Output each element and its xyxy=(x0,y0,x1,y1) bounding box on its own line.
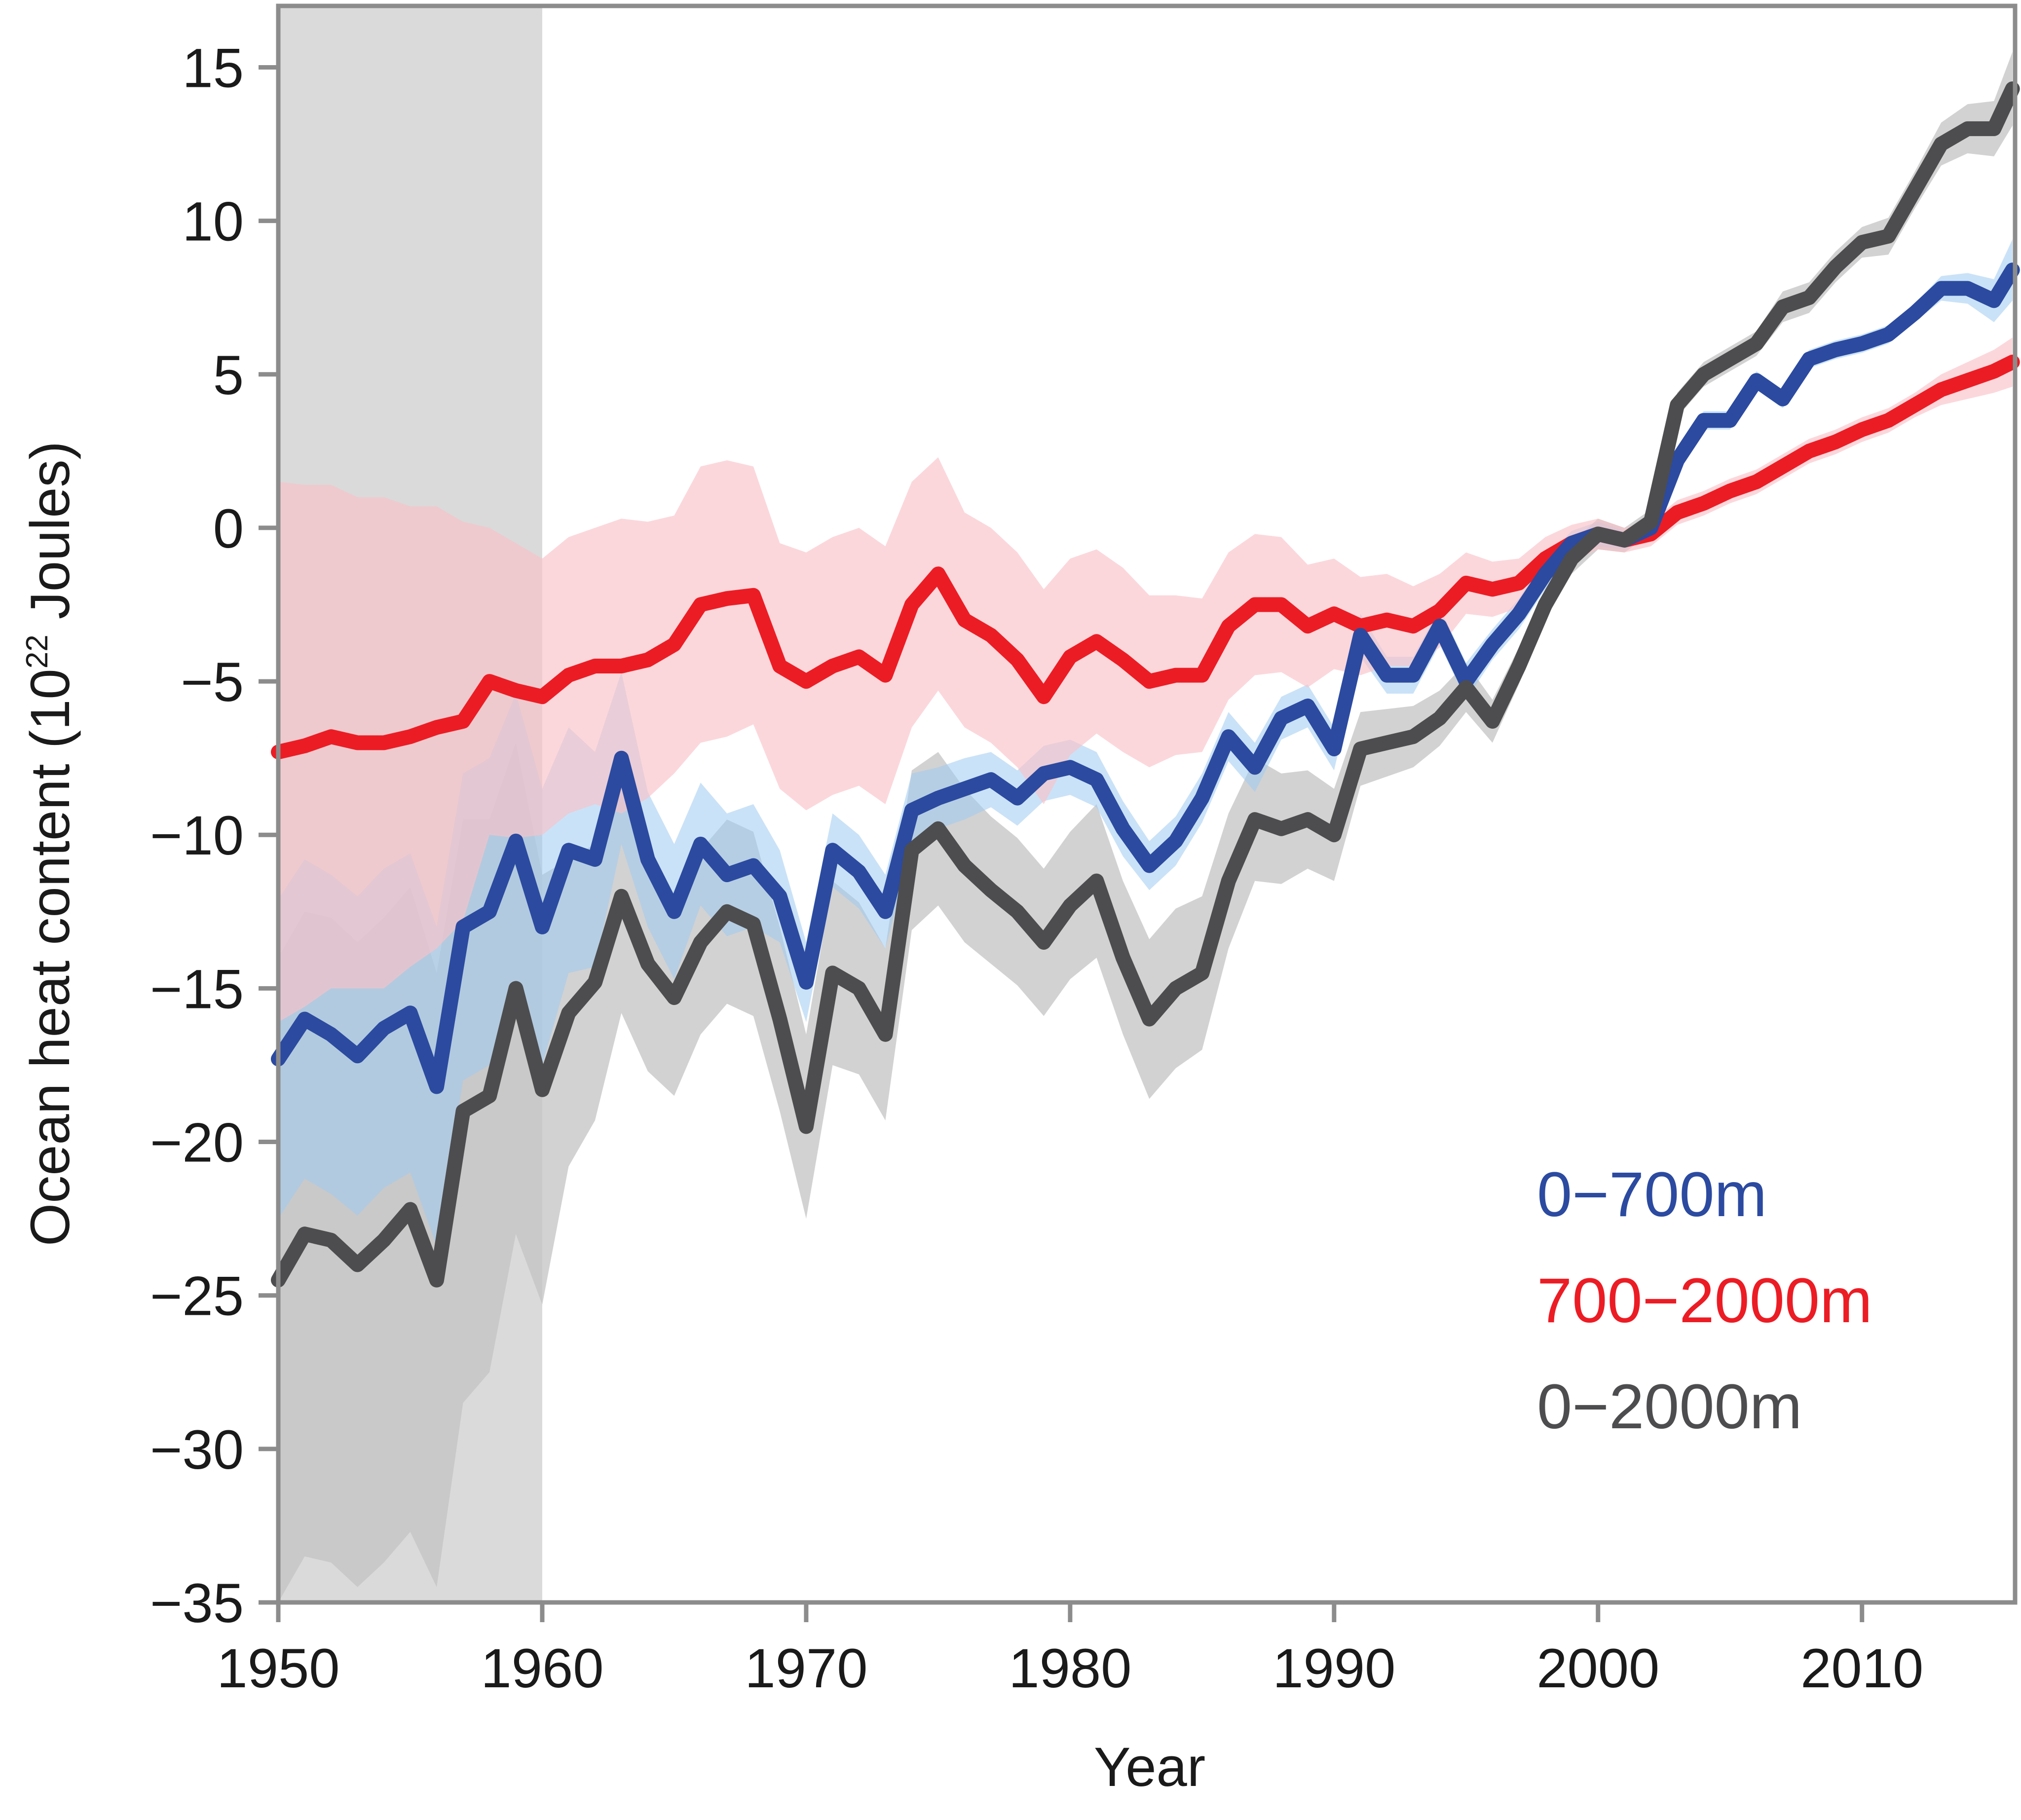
y-tick-label: −30 xyxy=(150,1419,244,1481)
y-tick-label: −25 xyxy=(150,1265,244,1327)
y-tick-label: −20 xyxy=(150,1112,244,1174)
y-tick-label: −35 xyxy=(150,1572,244,1634)
y-tick-label: 5 xyxy=(213,344,244,406)
y-tick-label: 0 xyxy=(213,498,244,559)
x-tick-label: 2010 xyxy=(1800,1637,1923,1699)
series-line-0 xyxy=(271,262,2020,1094)
x-tick-label: 1970 xyxy=(745,1637,867,1699)
x-tick-label: 1960 xyxy=(481,1637,603,1699)
x-tick-label: 2000 xyxy=(1536,1637,1659,1699)
legend-label-0-2000m: 0−2000m xyxy=(1537,1372,1802,1442)
x-tick-label: 1950 xyxy=(217,1637,339,1699)
y-tick-label: −5 xyxy=(181,651,244,713)
series-line-1 xyxy=(271,354,2020,760)
x-axis-title: Year xyxy=(1094,1736,1205,1798)
series-lines xyxy=(271,81,2020,1288)
x-tick-label: 1980 xyxy=(1009,1637,1131,1699)
plot-frame xyxy=(276,3,2018,1605)
x-axis-ticks: 1950 1960 1970 1980 1990 2000 2010 xyxy=(217,1602,1923,1699)
legend: 0−700m 700−2000m 0−2000m xyxy=(1537,1159,1872,1442)
y-tick-label: −10 xyxy=(150,805,244,866)
y-tick-label: 10 xyxy=(182,191,244,253)
x-tick-label: 1990 xyxy=(1272,1637,1395,1699)
legend-label-700-2000m: 700−2000m xyxy=(1537,1265,1872,1336)
y-tick-label: −15 xyxy=(150,958,244,1020)
series-line-2 xyxy=(271,81,2020,1288)
y-axis-title: Ocean heat content (1022 Joules) xyxy=(19,441,81,1246)
y-tick-label: 15 xyxy=(182,37,244,99)
legend-label-0-700m: 0−700m xyxy=(1537,1159,1767,1230)
y-axis-ticks: −35 −30 −25 −20 −15 −10 −5 0 5 10 15 xyxy=(150,37,278,1634)
